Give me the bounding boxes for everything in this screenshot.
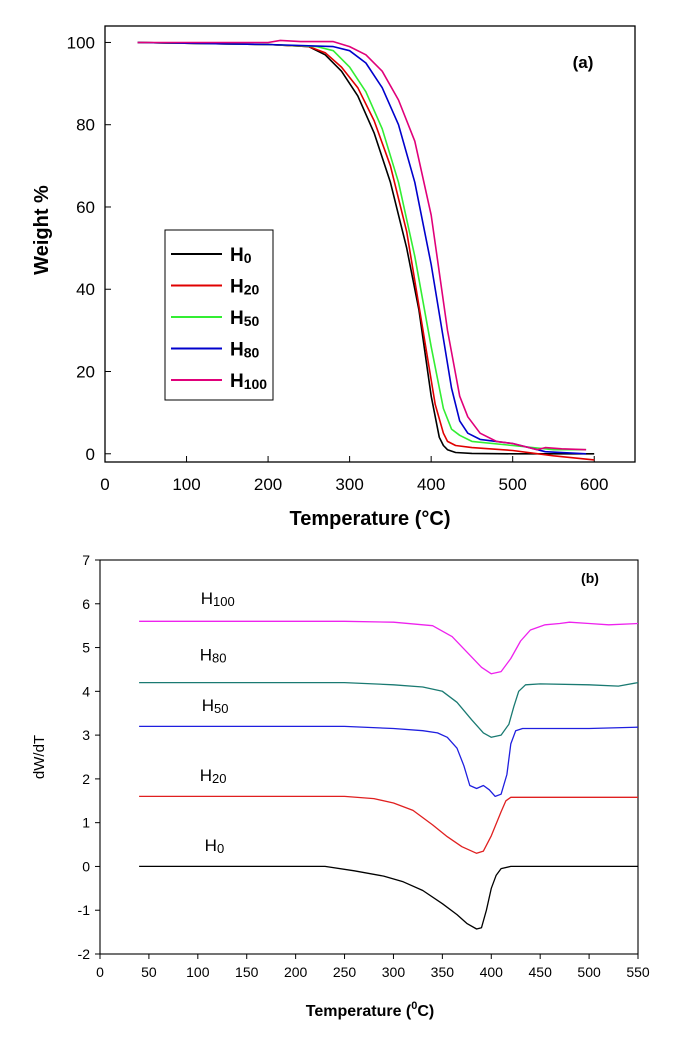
panel-b-series-line-h20: [139, 795, 638, 854]
series-label-subscript: 20: [212, 771, 226, 786]
panel-b-y-tick-label: 0: [82, 858, 90, 874]
panel-a-y-tick-label: 0: [86, 445, 95, 464]
panel-b-y-tick-label: 3: [82, 727, 90, 743]
legend-label-subscript: 20: [244, 282, 260, 298]
legend-label-h0: H0: [230, 245, 252, 266]
panel-b-series-line-h80: [139, 681, 639, 738]
panel-b-x-tick-label: 0: [96, 964, 104, 980]
panel-b-series-label-h80: H80: [200, 646, 227, 666]
series-label-subscript: 0: [217, 841, 224, 856]
legend-label-h20: H20: [230, 277, 260, 298]
series-label-subscript: 50: [214, 701, 228, 716]
panel-b-series-line-h100: [139, 620, 639, 675]
panel-b-x-axis-title: Temperature (0C): [306, 1000, 435, 1020]
legend-label-h50: H50: [230, 308, 260, 329]
panel-b-x-axis-title-superscript: 0: [411, 1000, 417, 1012]
series-label-base: H: [205, 836, 217, 855]
panel-b-y-tick-label: 1: [82, 815, 90, 831]
panel-a-series-lines: [137, 39, 595, 461]
panel-a-x-tick-label: 100: [172, 475, 200, 494]
legend-label-base: H: [230, 340, 244, 361]
panel-a-series-line-h100: [137, 39, 587, 451]
panel-b-series-line-h50: [139, 725, 639, 798]
panel-b-plot-frame: [99, 559, 639, 955]
panel-b-x-tick-label: 150: [235, 964, 259, 980]
panel-b-x-tick-label: 200: [284, 964, 308, 980]
legend-label-h100: H100: [230, 371, 267, 392]
panel-a-y-tick-label: 40: [76, 280, 95, 299]
legend-label-base: H: [230, 308, 244, 329]
legend-label-subscript: 80: [244, 345, 260, 361]
panel-a-y-tick-label: 60: [76, 198, 95, 217]
panel-b-series-lines: [139, 620, 639, 930]
panel-a-x-tick-label: 400: [417, 475, 445, 494]
panel-a-x-tick-label: 600: [580, 475, 608, 494]
panel-b-x-axis-title-tail: C): [417, 1003, 434, 1020]
series-label-subscript: 80: [212, 651, 226, 666]
panel-b-y-tick-label: 5: [82, 640, 90, 656]
panel-b-y-tick-label: 7: [82, 552, 90, 568]
panel-b-x-tick-label: 250: [333, 964, 357, 980]
panel-a-series-line-h80: [137, 41, 587, 455]
series-label-subscript: 100: [213, 594, 235, 609]
panel-b-x-tick-label: 350: [431, 964, 455, 980]
panel-b-x-tick-label: 300: [382, 964, 406, 980]
panel-b-x-axis-title-main: Temperature (: [306, 1003, 412, 1020]
panel-a-plot-frame: [104, 25, 636, 463]
panel-a-x-tick-label: 0: [100, 475, 109, 494]
panel-b-y-tick-label: -2: [78, 946, 91, 962]
panel-b-x-tick-label: 450: [529, 964, 553, 980]
panel-a-y-tick-label: 20: [76, 363, 95, 382]
panel-b-y-tick-label: 2: [82, 771, 90, 787]
legend-label-subscript: 100: [244, 376, 268, 392]
panel-b-series-label-h50: H50: [202, 696, 229, 716]
series-label-base: H: [200, 766, 212, 785]
panel-a-x-tick-label: 200: [254, 475, 282, 494]
panel-b-label: (b): [581, 570, 599, 586]
panel-a-x-tick-label: 300: [335, 475, 363, 494]
panel-b-dtg-chart: 0 50 100 150 200 250 300 350 400 450 500 550-2-1012…: [31, 552, 650, 1020]
panel-b-x-tick-label: 500: [577, 964, 601, 980]
series-label-base: H: [201, 589, 213, 608]
panel-b-series-label-h0: H0: [205, 836, 225, 856]
panel-b-y-tick-label: 4: [82, 683, 90, 699]
legend-label-subscript: 0: [244, 250, 252, 266]
legend-label-h80: H80: [230, 340, 260, 361]
panel-b-x-tick-label: 550: [626, 964, 650, 980]
panel-a-series-line-h50: [137, 41, 587, 451]
panel-b-x-tick-label: 400: [480, 964, 504, 980]
legend-label-base: H: [230, 371, 244, 392]
panel-b-x-tick-label: 100: [186, 964, 210, 980]
panel-a-y-tick-label: 100: [67, 33, 95, 52]
panel-a-y-axis-title: Weight %: [31, 185, 53, 275]
panel-a-label: (a): [573, 53, 594, 72]
legend-label-base: H: [230, 277, 244, 298]
panel-a-series-line-h20: [137, 41, 595, 461]
legend-box: [164, 229, 274, 401]
panel-a-y-tick-label: 80: [76, 116, 95, 135]
panel-b-series-label-h20: H20: [200, 766, 227, 786]
panel-b-series-line-h0: [139, 865, 638, 930]
panel-b-y-tick-label: -1: [78, 902, 91, 918]
panel-b-y-tick-label: 6: [82, 596, 90, 612]
panel-b-y-axis-title: dW/dT: [31, 735, 48, 779]
legend-label-base: H: [230, 245, 244, 266]
panel-b-x-tick-label: 50: [141, 964, 157, 980]
panel-a-x-axis-title: Temperature (°C): [290, 508, 451, 530]
panel-b-ticks: 0 50 100 150 200 250 300 350 400 450 500 550-2-1012…: [78, 552, 650, 980]
series-label-base: H: [202, 696, 214, 715]
legend-label-subscript: 50: [244, 313, 260, 329]
series-label-base: H: [200, 646, 212, 665]
panel-a-x-tick-label: 500: [499, 475, 527, 494]
panel-b-series-label-h100: H100: [201, 589, 235, 609]
